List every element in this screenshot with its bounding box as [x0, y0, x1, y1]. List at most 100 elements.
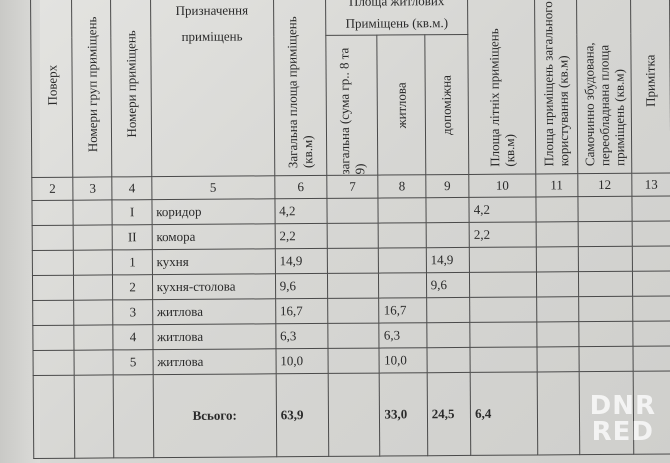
empty-cell — [536, 346, 579, 372]
cell-summer — [469, 321, 537, 348]
empty-cell — [577, 221, 632, 247]
cell-name: житлова — [152, 323, 276, 350]
cell-living — [378, 197, 426, 224]
cell-total: 2,2 — [274, 223, 328, 249]
total-aux: 24,5 — [426, 372, 471, 456]
cell-total: 10,0 — [275, 348, 329, 374]
cell-general — [327, 223, 379, 249]
column-number: 13 — [631, 173, 670, 197]
cell-name: житлова — [152, 298, 276, 325]
cell-general — [327, 298, 380, 324]
empty-cell — [535, 196, 578, 222]
empty-cell — [578, 296, 633, 322]
empty-cell — [578, 271, 633, 297]
cell-name: комора — [151, 223, 276, 250]
header-purpose: Призначення приміщень — [150, 0, 275, 177]
column-number: 4 — [112, 176, 152, 200]
empty-cell — [32, 300, 74, 326]
cell-general — [328, 348, 380, 374]
cell-aux — [425, 222, 470, 248]
room-area-table: Поверх Номери груп приміщень Номери прим… — [30, 0, 670, 459]
total-summer: 6,4 — [470, 371, 538, 456]
empty-cell — [578, 321, 633, 347]
cell-summer: 4,2 — [469, 196, 536, 223]
empty-cell — [73, 249, 113, 276]
empty-cell — [74, 349, 114, 376]
cell-summer — [469, 296, 537, 323]
header-row: Поверх Номери груп приміщень Номери прим… — [30, 0, 670, 178]
empty-cell — [73, 299, 114, 326]
cell-living: 6,3 — [379, 322, 427, 349]
header-general: загальна (сума гр.. 8 та 9) — [336, 47, 368, 175]
cell-name: коридор — [151, 198, 275, 225]
cell-num: 2 — [112, 274, 153, 300]
empty-cell — [33, 350, 75, 376]
cell-summer — [470, 346, 537, 373]
cell-total: 14,9 — [275, 248, 328, 274]
column-number: 3 — [72, 176, 113, 201]
cell-aux — [425, 197, 470, 223]
cell-name: кухня-столова — [152, 273, 276, 300]
column-number: 8 — [378, 174, 426, 199]
cell-summer: 2,2 — [469, 221, 537, 248]
empty-cell — [31, 200, 74, 226]
cell-num: 5 — [113, 349, 153, 375]
empty-cell — [536, 321, 579, 347]
cell-num: II — [112, 224, 153, 250]
watermark-logo: DNR RED — [589, 391, 656, 447]
header-floor: Поверх — [44, 64, 60, 106]
cell-general — [327, 248, 379, 274]
column-number: 2 — [31, 177, 74, 201]
page-edge — [0, 0, 40, 463]
cell-total: 9,6 — [275, 273, 328, 299]
cell-name: житлова — [152, 348, 276, 375]
header-living-area-group: Площа житлових Приміщень (кв.м.) — [325, 0, 468, 36]
empty-cell — [632, 346, 670, 372]
empty-cell — [32, 325, 75, 351]
total-label: Всього: — [152, 373, 277, 458]
cell-total: 4,2 — [274, 198, 328, 224]
header-living: житлова — [393, 81, 410, 129]
empty-cell — [632, 271, 670, 297]
cell-living — [378, 222, 427, 249]
empty-cell — [632, 321, 670, 347]
empty-cell — [32, 275, 74, 301]
cell-general — [327, 323, 380, 349]
empty-cell — [631, 221, 670, 247]
cell-num: 1 — [112, 249, 153, 275]
header-note: Примітка — [642, 54, 659, 107]
empty-cell — [577, 246, 633, 272]
empty-cell — [73, 199, 113, 226]
column-number: 6 — [274, 175, 328, 199]
column-number: 5 — [151, 175, 275, 200]
total-area: 63,9 — [275, 373, 329, 457]
empty-cell — [536, 246, 579, 272]
empty-cell — [73, 224, 113, 251]
cell-total: 16,7 — [275, 298, 328, 324]
cell-living — [378, 272, 427, 299]
header-summer-area: Площа літніх приміщень (кв.м) — [486, 28, 518, 167]
cell-num: 3 — [113, 299, 153, 325]
cell-total: 6,3 — [275, 323, 329, 349]
column-number: 9 — [425, 174, 470, 198]
empty-cell — [32, 225, 74, 251]
empty-cell — [577, 196, 632, 222]
empty-cell — [536, 271, 579, 297]
empty-cell — [536, 296, 579, 322]
cell-general — [327, 273, 380, 299]
empty-cell — [631, 246, 670, 272]
total-row: Всього: 63,9 33,0 24,5 6,4 — [33, 371, 670, 459]
empty-cell — [535, 221, 578, 247]
cell-name: кухня — [152, 248, 276, 275]
cell-aux: 14,9 — [426, 247, 470, 273]
column-number: 11 — [535, 173, 578, 197]
cell-aux: 9,6 — [426, 272, 470, 298]
cell-num: 4 — [113, 324, 153, 350]
header-total-area: Загальна площа приміщень (кв.м) — [284, 16, 316, 169]
cell-num: I — [112, 199, 152, 225]
empty-cell — [632, 296, 670, 322]
column-number: 12 — [577, 173, 632, 197]
cell-aux — [426, 322, 471, 348]
empty-cell — [32, 250, 74, 276]
